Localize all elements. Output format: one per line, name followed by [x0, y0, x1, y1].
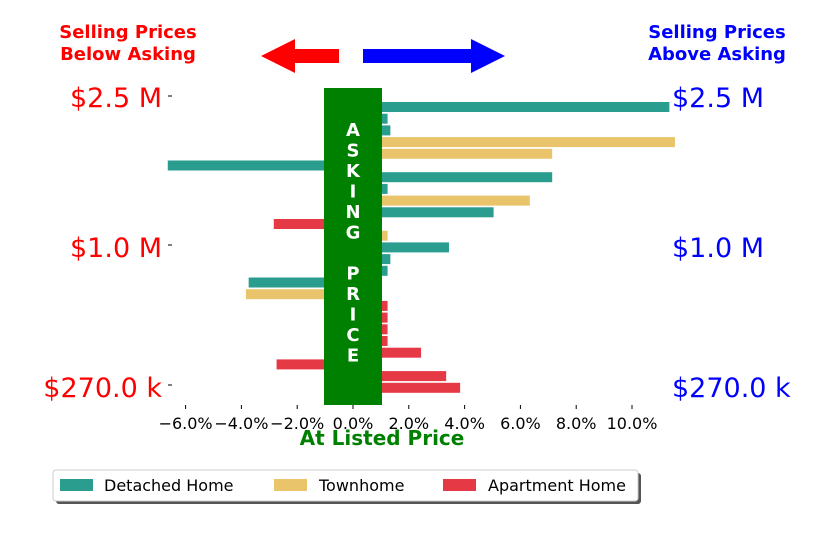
bar-apartment-home — [378, 300, 388, 311]
left-tick-2-5m: $2.5 M — [70, 83, 162, 114]
x-tick-label: 8.0% — [556, 414, 597, 433]
x-tick-label: −6.0% — [159, 414, 213, 433]
right-tick-1-0m: $1.0 M — [672, 233, 764, 264]
bar-townhome — [378, 230, 388, 241]
bar-detached-home — [378, 172, 553, 183]
legend-box — [52, 469, 639, 502]
left-header-line1: Selling Prices — [59, 22, 196, 43]
band-letter: C — [346, 325, 359, 346]
bar-detached-home — [378, 183, 388, 194]
band-letter: N — [345, 202, 360, 223]
bar-detached-home — [378, 102, 670, 112]
legend-swatch-detached — [60, 479, 93, 491]
bar-detached-home — [378, 242, 449, 253]
band-letter: G — [346, 223, 361, 244]
bar-townhome — [378, 148, 553, 159]
legend-label-townhome: Townhome — [318, 476, 404, 495]
band-letter: P — [346, 264, 359, 285]
bar-apartment-home — [378, 324, 388, 335]
right-tick-2-5m: $2.5 M — [672, 83, 764, 114]
band-letter: I — [350, 182, 357, 203]
band-letter: A — [346, 120, 360, 141]
x-tick-label: 2.0% — [388, 414, 429, 433]
legend: Detached Home Townhome Apartment Home — [52, 469, 641, 504]
left-header-line2: Below Asking — [60, 44, 196, 65]
band-letter: K — [346, 161, 361, 182]
band-letter: E — [347, 346, 359, 367]
bar-detached-home — [167, 160, 328, 171]
left-tick-270k: $270.0 k — [43, 373, 162, 404]
bar-detached-home — [248, 277, 328, 288]
x-tick-label: −2.0% — [270, 414, 324, 433]
bar-detached-home — [378, 125, 391, 136]
right-header-line1: Selling Prices — [648, 22, 785, 43]
arrow-left-icon — [261, 39, 339, 73]
bar-apartment-home — [378, 382, 461, 393]
left-tick-1-0m: $1.0 M — [70, 233, 162, 264]
band-letter: R — [346, 284, 360, 305]
x-tick-label: 6.0% — [500, 414, 541, 433]
legend-swatch-apartment — [443, 479, 476, 491]
legend-label-apartment: Apartment Home — [488, 476, 626, 495]
bar-apartment-home — [273, 219, 328, 229]
band-letter: I — [350, 305, 357, 326]
bar-apartment-home — [378, 312, 388, 323]
bar-detached-home — [378, 207, 494, 218]
x-tick-label: 0.0% — [333, 414, 374, 433]
bar-apartment-home — [378, 336, 388, 346]
x-tick-label: 4.0% — [444, 414, 485, 433]
legend-label-detached: Detached Home — [104, 476, 234, 495]
bar-townhome — [378, 195, 530, 206]
bar-detached-home — [378, 265, 388, 276]
x-axis: −6.0% −4.0% −2.0% 0.0% 2.0% 4.0% 6.0% 8.0% 10.0% — [159, 405, 658, 433]
bar-townhome — [378, 137, 675, 148]
x-axis-label: At Listed Price — [300, 426, 465, 450]
x-tick-label: 10.0% — [607, 414, 658, 433]
bar-apartment-home — [378, 371, 447, 382]
arrow-right-icon — [363, 39, 505, 73]
right-header-line2: Above Asking — [648, 44, 786, 65]
bar-townhome — [245, 289, 328, 300]
x-tick-label: −4.0% — [214, 414, 268, 433]
band-letter: S — [347, 141, 360, 162]
asking-price-band — [324, 88, 382, 405]
bar-detached-home — [378, 254, 391, 265]
bar-detached-home — [378, 113, 388, 124]
legend-swatch-townhome — [274, 479, 307, 491]
bar-apartment-home — [276, 359, 328, 370]
right-tick-270k: $270.0 k — [672, 373, 791, 404]
bar-apartment-home — [378, 347, 422, 358]
bars-group — [167, 102, 675, 393]
